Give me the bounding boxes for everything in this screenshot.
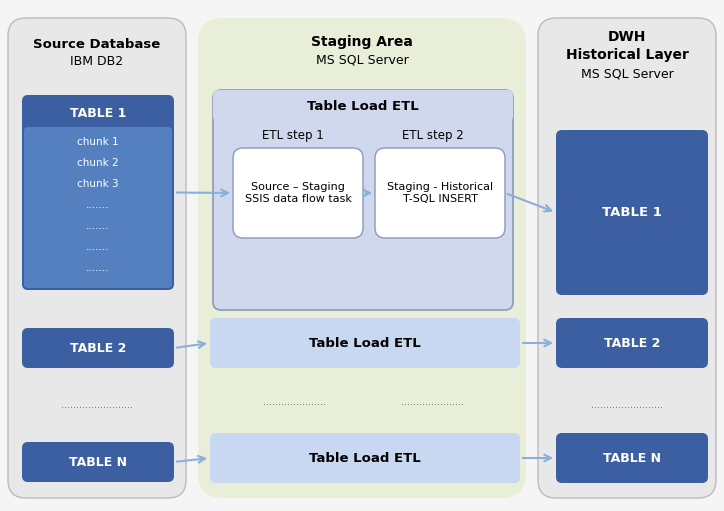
- FancyBboxPatch shape: [556, 130, 708, 295]
- Text: .....................: .....................: [264, 397, 327, 407]
- Text: TABLE 2: TABLE 2: [604, 337, 660, 350]
- Text: .......: .......: [86, 221, 110, 231]
- Text: chunk 2: chunk 2: [77, 158, 119, 168]
- Text: TABLE 1: TABLE 1: [602, 206, 662, 219]
- Text: TABLE N: TABLE N: [69, 455, 127, 469]
- FancyBboxPatch shape: [24, 127, 172, 288]
- FancyBboxPatch shape: [198, 18, 526, 498]
- Text: MS SQL Server: MS SQL Server: [581, 67, 673, 80]
- Text: .......: .......: [86, 263, 110, 273]
- Text: MS SQL Server: MS SQL Server: [316, 53, 408, 66]
- Text: Source Database: Source Database: [33, 38, 161, 51]
- FancyBboxPatch shape: [213, 90, 513, 122]
- Text: ETL step 1: ETL step 1: [262, 128, 324, 142]
- FancyBboxPatch shape: [233, 148, 363, 238]
- Text: TABLE N: TABLE N: [603, 452, 661, 464]
- Text: ........................: ........................: [61, 400, 133, 410]
- Text: Table Load ETL: Table Load ETL: [309, 337, 421, 350]
- Text: Historical Layer: Historical Layer: [565, 48, 689, 62]
- Text: DWH: DWH: [608, 30, 647, 44]
- Text: TABLE 1: TABLE 1: [70, 106, 126, 120]
- FancyBboxPatch shape: [375, 148, 505, 238]
- Text: chunk 1: chunk 1: [77, 137, 119, 147]
- Text: IBM DB2: IBM DB2: [70, 55, 124, 68]
- Text: .......: .......: [86, 200, 110, 210]
- FancyBboxPatch shape: [210, 318, 520, 368]
- FancyBboxPatch shape: [556, 318, 708, 368]
- Text: ETL step 2: ETL step 2: [402, 128, 464, 142]
- Text: Table Load ETL: Table Load ETL: [307, 100, 419, 112]
- FancyBboxPatch shape: [22, 442, 174, 482]
- Text: Staging - Historical
T-SQL INSERT: Staging - Historical T-SQL INSERT: [387, 182, 493, 204]
- Text: ........................: ........................: [591, 400, 663, 410]
- FancyBboxPatch shape: [22, 95, 174, 290]
- Text: Staging Area: Staging Area: [311, 35, 413, 49]
- Text: TABLE 2: TABLE 2: [70, 341, 126, 355]
- Text: .....................: .....................: [400, 397, 463, 407]
- Text: chunk 3: chunk 3: [77, 179, 119, 189]
- FancyBboxPatch shape: [538, 18, 716, 498]
- FancyBboxPatch shape: [210, 433, 520, 483]
- FancyBboxPatch shape: [213, 90, 513, 310]
- FancyBboxPatch shape: [8, 18, 186, 498]
- Text: Source – Staging
SSIS data flow task: Source – Staging SSIS data flow task: [245, 182, 351, 204]
- FancyBboxPatch shape: [22, 328, 174, 368]
- FancyBboxPatch shape: [556, 433, 708, 483]
- Text: Table Load ETL: Table Load ETL: [309, 452, 421, 464]
- Text: .......: .......: [86, 242, 110, 252]
